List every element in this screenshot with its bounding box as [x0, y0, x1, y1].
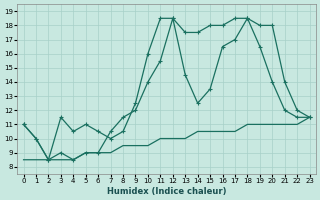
X-axis label: Humidex (Indice chaleur): Humidex (Indice chaleur) [107, 187, 226, 196]
